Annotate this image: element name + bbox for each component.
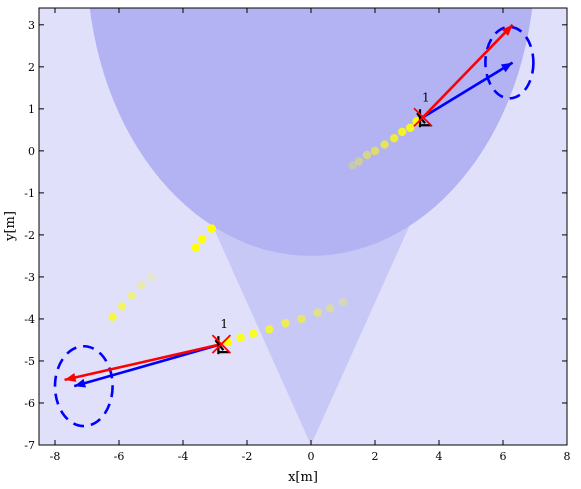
x-tick-label: 2 [372,450,379,463]
detection-stroke [211,334,232,354]
agent-id-label: 1 [422,90,430,104]
y-tick-label: 2 [28,61,35,74]
trail-point [380,140,389,149]
trail-point [390,134,399,143]
agent-id-label: 1 [220,317,228,331]
estimated-velocity-arrow [73,342,222,388]
trail-point [354,157,364,166]
velocity-vectors: 11 [53,23,535,428]
trail-point [370,146,380,156]
trail-point [236,333,245,343]
y-tick-label: 0 [28,145,35,158]
trail-point [207,224,216,233]
trajectory-trails [108,117,421,347]
x-tick-label: 4 [436,450,443,463]
trail-point [265,325,274,334]
y-tick-label: -1 [24,187,35,200]
y-tick-label: -4 [24,313,35,326]
y-tick-label: -5 [24,355,35,368]
x-tick-label: -8 [50,450,61,463]
y-tick-label: 3 [28,19,35,32]
trail-point [137,281,146,290]
trail-point [338,297,348,307]
y-tick-label: -7 [24,439,35,452]
uncertainty-ellipse [53,344,114,428]
x-tick-label: -2 [242,450,253,463]
x-axis-label: x[m] [288,470,318,485]
x-tick-label: -4 [178,450,189,463]
true-velocity-arrow-shaft [64,342,222,382]
estimated-velocity-arrow-head [500,62,513,73]
trail-point [198,234,207,244]
uncertainty-ellipse [484,25,535,100]
trail-point [249,329,258,338]
trail-point [191,243,200,252]
detection-marker [413,107,433,127]
trail-point [146,272,156,282]
x-tick-label: -6 [114,450,125,463]
trail-point [223,337,232,347]
trail-point [127,291,136,301]
trail-point [398,127,407,137]
trail-point [108,312,117,322]
trail-point [326,304,335,313]
true-velocity-arrow-head [501,24,513,36]
y-tick-label: 1 [28,103,35,116]
x-tick-label: 0 [308,450,315,463]
zone-near [89,8,533,256]
true-velocity-arrow-head [64,373,77,382]
trail-point [406,123,415,132]
plot-border [38,7,568,446]
trail-point [118,302,127,311]
y-axis-label: y[m] [3,211,18,242]
y-tick-label: -3 [24,271,35,284]
trail-point [348,161,357,170]
detection-marker [211,334,232,354]
x-tick-label: 8 [564,450,571,463]
trail-point [362,150,372,160]
estimated-velocity-arrow-shaft [73,342,222,388]
x-tick-label: 6 [500,450,507,463]
true-velocity-arrow [422,23,514,119]
y-tick-label: -6 [24,397,35,410]
trail-point [412,117,421,126]
sensing-zones [39,8,567,445]
trail-point [281,318,290,328]
trail-point [313,308,322,317]
true-velocity-arrow-shaft [422,23,514,119]
estimated-velocity-arrow-shaft [422,61,514,119]
estimated-velocity-arrow [422,61,514,119]
true-velocity-arrow [64,342,222,382]
detection-stroke [413,107,433,127]
trail-point [297,314,306,324]
estimated-velocity-arrow-head [74,378,87,388]
y-tick-label: -2 [24,229,35,242]
axes-frame: -8 -6 -4 -2 0 2 4 6 8 -7 -6 -5 -4 -3 -2 -1 0 1 2 3 [24,7,571,463]
